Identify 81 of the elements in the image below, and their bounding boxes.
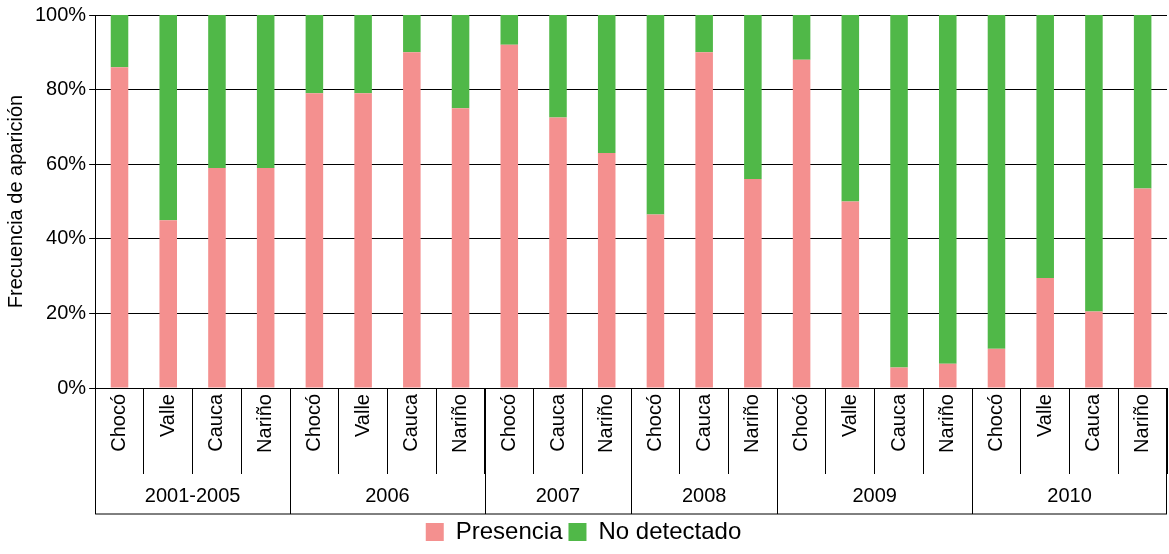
x-tick-label: Nariño [740,394,763,453]
text: 2007 [535,483,581,506]
x-tick-label: Cauca [545,393,568,452]
bar [646,214,665,388]
bar [792,15,811,60]
bar [597,15,616,154]
bar [1085,311,1103,388]
bar [305,15,324,94]
bar [890,367,908,388]
x-tick-label: Cauca [399,393,422,452]
text: 2008 [681,483,727,506]
bar [500,44,519,388]
bar [987,15,1006,349]
bar [208,15,226,168]
bar [597,153,616,388]
bar [841,201,860,388]
y-tick-label: 60% [46,151,87,174]
bar [938,15,957,364]
bar [451,15,470,109]
bar [1133,188,1152,388]
x-tick-label: Valle [350,394,373,437]
text: 2006 [365,483,410,506]
x-tick-label: Valle [837,394,860,437]
y-tick-label: 80% [46,77,87,100]
x-tick-label: Chocó [983,394,1006,452]
bar [792,59,811,388]
bar [695,15,713,53]
x-tick-label: Cauca [204,393,227,452]
x-tick-label: Chocó [496,394,519,452]
bar [305,93,324,388]
x-tick-label: Valle [1032,394,1055,437]
bar [354,93,372,388]
bar [744,15,762,180]
x-tick-label: Cauca [886,393,909,452]
x-tick-label: Chocó [107,394,130,452]
text: 2010 [1047,483,1092,506]
x-tick-label: Chocó [301,394,324,452]
bar [549,15,567,118]
y-tick-label: 40% [46,226,87,249]
legend-label: No detectado [598,516,742,544]
x-tick-label: Chocó [789,394,812,452]
bar [354,15,372,94]
bar [890,15,908,368]
bar [938,363,957,388]
bar [159,15,177,221]
bar [110,67,129,388]
legend-label: Presencia [455,516,564,544]
bar [403,15,421,53]
x-tick-label: Nariño [1130,394,1153,453]
bar [256,15,275,168]
bar [646,15,665,215]
bar [256,167,275,388]
bar [208,167,226,388]
bar [695,52,713,388]
x-tick-label: Nariño [935,394,958,453]
bar [987,348,1006,388]
y-tick-label: 100% [35,2,87,25]
x-tick-label: Valle [155,394,178,437]
bar [403,52,421,388]
bar [110,15,129,68]
bar [159,220,177,388]
bar [1085,15,1103,312]
x-tick-label: Cauca [691,393,714,452]
x-tick-label: Cauca [1081,393,1104,452]
bar [500,15,519,45]
bar [1036,277,1054,388]
x-tick-label: Nariño [594,394,617,453]
text: 2001-2005 [144,483,241,506]
bar [549,117,567,388]
x-tick-label: Nariño [448,394,471,453]
bar [841,15,860,202]
x-tick-label: Chocó [642,394,665,452]
text: 2009 [852,483,897,506]
y-axis-title: Frecuencia de aparición [3,94,26,309]
bar [451,108,470,388]
x-tick-label: Nariño [253,394,276,453]
y-tick-label: 20% [46,300,87,323]
bar [1133,15,1152,189]
y-tick-label: 0% [57,375,87,398]
bar [1036,15,1054,278]
bar [744,179,762,388]
